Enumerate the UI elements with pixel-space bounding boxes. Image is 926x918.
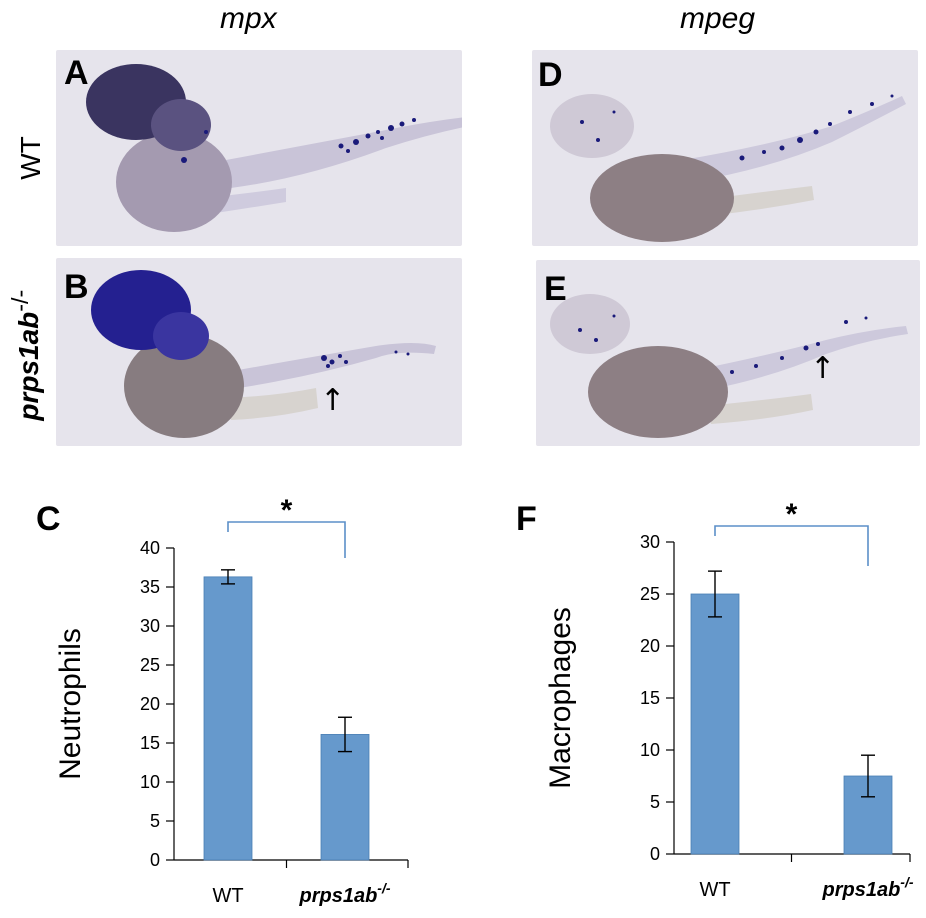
embryo-photo-a bbox=[56, 50, 462, 246]
row-label-mutant: prps1ab-/- bbox=[7, 275, 45, 435]
arrow-icon-e: ↑ bbox=[810, 351, 835, 386]
chart-c-category-label-1: prps1ab-/- bbox=[298, 880, 390, 907]
panel-letter-e: E bbox=[544, 270, 567, 308]
chart-c-error-bar-0 bbox=[221, 569, 235, 585]
chart-neutrophils: 0 5 10 15 20 25 30 35 40 Neutrophils WT prps1ab-/- * bbox=[0, 490, 470, 918]
chart-macrophages: 0 5 10 15 20 25 30 Macrophages WT prps1ab-/- * bbox=[480, 490, 926, 918]
chart-c-y-tick-label: 15 bbox=[140, 733, 160, 753]
chart-neutrophils-svg: 0 5 10 15 20 25 30 35 40 Neutrophils WT prps1ab-/- * bbox=[54, 494, 409, 907]
chart-f-y-tick-label: 15 bbox=[640, 688, 660, 708]
chart-c-y-tick-label: 5 bbox=[150, 811, 160, 831]
embryo-illustration-b: ↑ bbox=[56, 258, 462, 446]
chart-f-y-tick-label: 10 bbox=[640, 740, 660, 760]
chart-c-significance-star: * bbox=[281, 494, 293, 527]
embryo-illustration-e: ↑ bbox=[536, 260, 920, 446]
chart-f-category-label-1: prps1ab-/- bbox=[821, 874, 913, 901]
chart-f-y-tick-label: 30 bbox=[640, 532, 660, 552]
column-title-mpx: mpx bbox=[220, 2, 277, 35]
chart-f-y-tick-label: 25 bbox=[640, 584, 660, 604]
chart-f-y-axis-label: Macrophages bbox=[544, 607, 577, 789]
chart-f-bar-0 bbox=[690, 593, 740, 855]
chart-macrophages-svg: 0 5 10 15 20 25 30 Macrophages WT prps1ab-/- * bbox=[544, 498, 914, 901]
chart-c-y-tick-label: 30 bbox=[140, 616, 160, 636]
chart-c-y-tick-label: 0 bbox=[150, 850, 160, 870]
chart-f-y-tick-label: 5 bbox=[650, 792, 660, 812]
embryo-photo-b: ↑ bbox=[56, 258, 462, 446]
embryo-illustration-d bbox=[532, 50, 918, 246]
chart-c-significance-bracket bbox=[227, 521, 346, 558]
arrow-icon-b: ↑ bbox=[320, 383, 345, 418]
chart-c-category-label-0: WT bbox=[212, 885, 243, 907]
column-title-mpeg: mpeg bbox=[680, 2, 756, 35]
row-label-mutant-sup: -/- bbox=[6, 289, 33, 312]
chart-f-y-tick-label: 0 bbox=[650, 844, 660, 864]
chart-f-error-bar-1 bbox=[861, 754, 875, 798]
embryo-illustration-a bbox=[56, 50, 462, 246]
panel-letter-c: C bbox=[36, 500, 61, 538]
chart-c-error-bar-1 bbox=[338, 716, 352, 753]
chart-c-y-tick-label: 20 bbox=[140, 694, 160, 714]
chart-c-y-tick-label: 35 bbox=[140, 577, 160, 597]
panel-letter-b: B bbox=[64, 268, 89, 306]
row-label-mutant-base: prps1ab bbox=[13, 311, 45, 421]
embryo-photo-e: ↑ bbox=[536, 260, 920, 446]
chart-c-bar-1 bbox=[320, 734, 370, 861]
chart-c-y-axis-label: Neutrophils bbox=[54, 628, 87, 780]
panel-letter-a: A bbox=[64, 54, 89, 92]
panel-letter-f: F bbox=[516, 500, 537, 538]
chart-f-y-tick-label: 20 bbox=[640, 636, 660, 656]
row-label-wt-text: WT bbox=[15, 136, 46, 180]
chart-c-y-tick-label: 25 bbox=[140, 655, 160, 675]
chart-c-y-tick-label: 10 bbox=[140, 772, 160, 792]
chart-f-significance-star: * bbox=[786, 498, 798, 531]
row-label-wt: WT bbox=[15, 123, 47, 193]
embryo-photo-d bbox=[532, 50, 918, 246]
panel-letter-d: D bbox=[538, 56, 563, 94]
chart-c-bar-0 bbox=[203, 576, 253, 861]
chart-f-category-label-0: WT bbox=[699, 879, 730, 901]
chart-f-error-bar-0 bbox=[708, 570, 722, 618]
chart-c-y-tick-label: 40 bbox=[140, 538, 160, 558]
chart-f-significance-bracket bbox=[714, 525, 869, 566]
